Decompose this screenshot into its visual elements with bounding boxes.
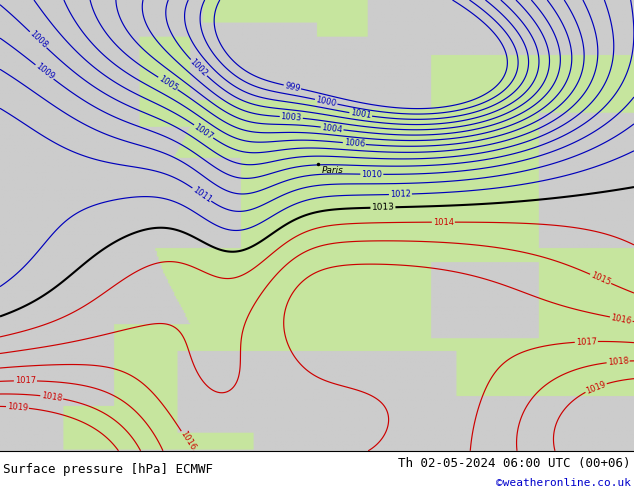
Text: Paris: Paris bbox=[322, 166, 344, 175]
Text: 1018: 1018 bbox=[607, 356, 629, 367]
Text: 1016: 1016 bbox=[610, 313, 633, 325]
Text: 1019: 1019 bbox=[585, 379, 607, 395]
Text: 1019: 1019 bbox=[7, 402, 29, 413]
Text: 1012: 1012 bbox=[390, 190, 411, 199]
Text: 1003: 1003 bbox=[280, 112, 302, 122]
Text: 1014: 1014 bbox=[433, 218, 454, 227]
Text: 1015: 1015 bbox=[589, 270, 612, 287]
Text: Surface pressure [hPa] ECMWF: Surface pressure [hPa] ECMWF bbox=[3, 463, 213, 476]
Text: ©weatheronline.co.uk: ©weatheronline.co.uk bbox=[496, 478, 631, 488]
Text: 1001: 1001 bbox=[349, 108, 372, 121]
Text: 1008: 1008 bbox=[27, 29, 49, 50]
Text: 1010: 1010 bbox=[361, 170, 382, 179]
Text: 1009: 1009 bbox=[34, 62, 56, 82]
Text: 999: 999 bbox=[283, 81, 301, 93]
Text: 1002: 1002 bbox=[188, 57, 209, 78]
Text: 1006: 1006 bbox=[344, 138, 365, 149]
Text: 1004: 1004 bbox=[321, 122, 343, 134]
Text: 1011: 1011 bbox=[191, 185, 213, 204]
Text: 1000: 1000 bbox=[315, 95, 337, 108]
Text: 1005: 1005 bbox=[157, 74, 179, 93]
Text: 1017: 1017 bbox=[576, 337, 597, 346]
Text: 1017: 1017 bbox=[15, 376, 36, 385]
Text: 1016: 1016 bbox=[178, 430, 197, 452]
Text: 1018: 1018 bbox=[41, 391, 63, 403]
Text: 1007: 1007 bbox=[192, 122, 215, 141]
Text: Th 02-05-2024 06:00 UTC (00+06): Th 02-05-2024 06:00 UTC (00+06) bbox=[398, 457, 631, 469]
Text: 1013: 1013 bbox=[372, 203, 394, 212]
